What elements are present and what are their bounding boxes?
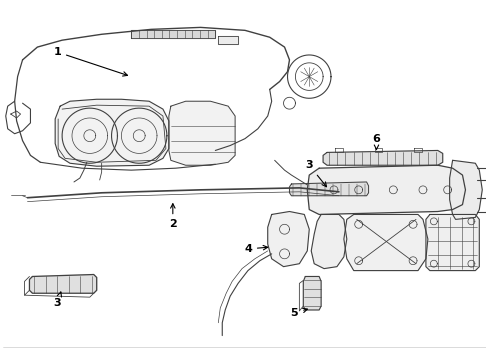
Polygon shape <box>131 30 215 38</box>
Text: 2: 2 <box>168 204 176 229</box>
Polygon shape <box>267 212 308 267</box>
Polygon shape <box>218 36 238 44</box>
Text: 4: 4 <box>244 244 267 254</box>
Text: 6: 6 <box>372 134 380 150</box>
Text: 1: 1 <box>53 47 127 76</box>
Text: 5: 5 <box>290 308 307 318</box>
Polygon shape <box>310 215 346 269</box>
Polygon shape <box>55 99 168 166</box>
Text: 3: 3 <box>305 160 326 187</box>
Text: 3: 3 <box>53 292 61 308</box>
Polygon shape <box>303 276 321 310</box>
Polygon shape <box>449 160 481 219</box>
Polygon shape <box>425 215 478 271</box>
Polygon shape <box>289 182 368 196</box>
Polygon shape <box>306 165 465 215</box>
Polygon shape <box>168 101 235 165</box>
Polygon shape <box>343 215 427 271</box>
Polygon shape <box>29 275 97 293</box>
Polygon shape <box>323 150 442 165</box>
